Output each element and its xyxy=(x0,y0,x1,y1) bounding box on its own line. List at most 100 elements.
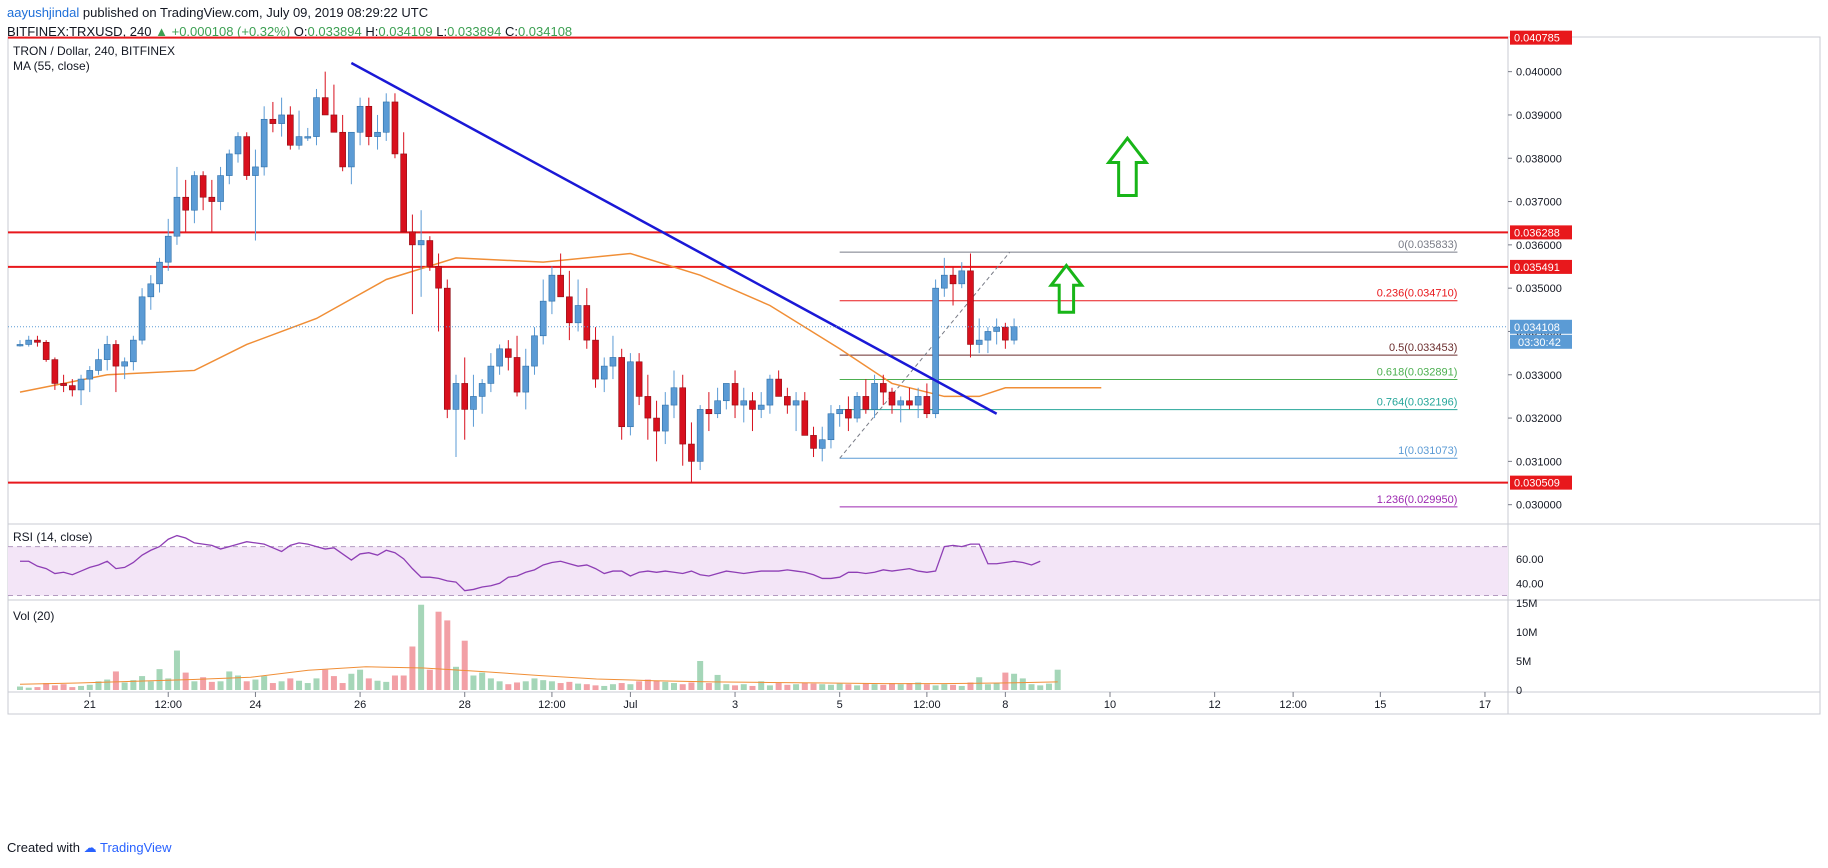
candle-body xyxy=(321,97,329,116)
candle-body xyxy=(879,383,887,393)
candle-body xyxy=(42,341,50,360)
candle-body xyxy=(906,400,913,406)
candle-body xyxy=(452,383,460,410)
rsi-tick-label: 60.00 xyxy=(1516,554,1544,566)
author-link[interactable]: aayushjindal xyxy=(7,5,80,20)
candle-body xyxy=(478,383,486,397)
volume-bar xyxy=(217,681,224,690)
candle-body xyxy=(618,357,625,428)
volume-bar xyxy=(43,683,50,690)
candle-body xyxy=(199,175,207,198)
volume-bar xyxy=(444,620,451,690)
candle-body xyxy=(609,357,617,367)
candle-body xyxy=(426,240,434,267)
volume-bar xyxy=(522,681,529,690)
up-arrow-icon xyxy=(1048,263,1085,314)
volume-bar xyxy=(679,684,686,690)
candle-body xyxy=(845,409,852,419)
candle-body xyxy=(365,105,373,137)
candle-body xyxy=(871,383,878,410)
y-tick-label: 0.032000 xyxy=(1516,413,1562,425)
tradingview-brand-link[interactable]: TradingView xyxy=(100,840,172,855)
volume-bar xyxy=(269,683,276,690)
candle-body xyxy=(60,383,67,386)
volume-bar xyxy=(191,681,198,690)
candle-body xyxy=(252,166,259,176)
candle-body xyxy=(191,175,198,211)
candle-body xyxy=(348,131,355,168)
volume-bar xyxy=(557,683,564,690)
y-tick-label: 0.040000 xyxy=(1516,67,1562,79)
symbol-text: BITFINEX:TRXUSD, 240 xyxy=(7,24,152,39)
published-text: published on TradingView.com, July 09, 2… xyxy=(82,5,429,20)
rsi-line xyxy=(20,534,1041,592)
candle-body xyxy=(644,396,652,419)
tradingview-logo-icon: ☁ xyxy=(83,840,97,855)
volume-bar xyxy=(514,682,521,690)
volume-bar xyxy=(330,676,337,690)
candle-body xyxy=(487,365,495,384)
volume-title: Vol (20) xyxy=(13,609,54,623)
volume-bar xyxy=(671,683,677,690)
volume-bar xyxy=(897,684,904,690)
volume-bar xyxy=(871,684,878,690)
level-price-label: 0.035491 xyxy=(1514,262,1560,274)
volume-bar xyxy=(287,678,294,690)
x-tick-label: 3 xyxy=(732,699,738,711)
candle-body xyxy=(138,296,146,341)
volume-bar xyxy=(173,650,180,690)
volume-bar xyxy=(880,684,887,690)
candle-body xyxy=(592,339,599,380)
candle-body xyxy=(784,396,791,406)
x-tick-label: 26 xyxy=(354,699,366,711)
created-with-text: Created with xyxy=(7,840,80,855)
candle-body xyxy=(182,196,189,211)
volume-bar xyxy=(1045,683,1052,690)
x-tick-label: 12:00 xyxy=(913,699,941,711)
candle-body xyxy=(330,114,338,133)
volume-bar xyxy=(69,687,76,690)
volume-bar xyxy=(435,611,442,690)
volume-bar xyxy=(17,686,23,690)
footer: Created with ☁ TradingView xyxy=(7,840,172,856)
x-tick-label: 12:00 xyxy=(538,699,566,711)
volume-bar xyxy=(1028,684,1035,690)
candle-body xyxy=(574,305,582,324)
volume-bar xyxy=(636,681,643,690)
candle-body xyxy=(505,348,512,358)
candle-body xyxy=(225,153,233,176)
x-tick-label: Jul xyxy=(623,699,637,711)
candle-body xyxy=(731,383,739,406)
candle-body xyxy=(653,417,660,432)
volume-bar xyxy=(705,683,712,690)
candle-body xyxy=(775,378,782,397)
volume-bar xyxy=(583,684,590,690)
volume-bar xyxy=(688,682,695,690)
candle-body xyxy=(862,396,870,410)
volume-bar xyxy=(732,685,739,690)
volume-bar xyxy=(784,684,791,690)
volume-bar xyxy=(592,685,599,690)
candle-body xyxy=(714,400,721,415)
candle-body xyxy=(583,305,591,341)
candle-body xyxy=(818,439,826,449)
candle-body xyxy=(287,114,294,146)
level-price-label: 0.030509 xyxy=(1514,478,1560,490)
volume-bar xyxy=(51,685,58,690)
volume-bar xyxy=(653,680,660,690)
volume-bar xyxy=(819,684,826,690)
candle-body xyxy=(766,378,774,406)
volume-bar xyxy=(200,677,207,690)
volume-bar xyxy=(609,684,616,690)
volume-bar xyxy=(566,681,573,690)
volume-bar xyxy=(296,680,303,690)
candle-body xyxy=(749,400,756,410)
volume-bar xyxy=(827,684,834,690)
x-tick-label: 10 xyxy=(1104,699,1116,711)
candle-body xyxy=(923,396,931,415)
volume-bar xyxy=(130,680,137,690)
volume-bar xyxy=(243,681,250,690)
volume-bar xyxy=(950,684,957,690)
volume-bar xyxy=(208,681,215,690)
